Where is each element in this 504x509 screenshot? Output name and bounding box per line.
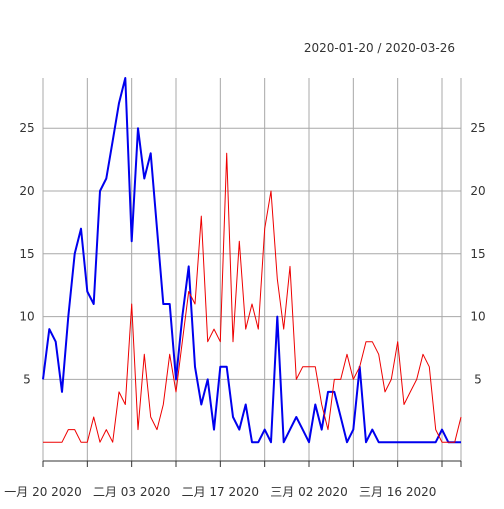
y-tick-label-left: 10 <box>19 310 34 324</box>
y-tick-label-right: 25 <box>470 121 485 135</box>
series <box>43 78 461 442</box>
y-tick-label-left: 20 <box>19 184 34 198</box>
y-tick-label-right: 10 <box>470 310 485 324</box>
y-tick-label-right: 20 <box>470 184 485 198</box>
series-line-blue <box>43 78 461 442</box>
x-tick-label: 二月 03 2020 <box>93 485 170 499</box>
x-tick-label: 一月 20 2020 <box>4 485 81 499</box>
series-line-red <box>43 153 461 442</box>
y-tick-label-left: 15 <box>19 247 34 261</box>
x-tick-label: 二月 17 2020 <box>182 485 259 499</box>
y-tick-label-right: 5 <box>474 372 482 386</box>
x-tick-label: 三月 16 2020 <box>359 485 436 499</box>
grid <box>43 78 461 461</box>
y-tick-label-left: 25 <box>19 121 34 135</box>
x-tick-label: 三月 02 2020 <box>270 485 347 499</box>
chart-title: 2020-01-20 / 2020-03-26 <box>304 41 455 55</box>
y-tick-label-right: 15 <box>470 247 485 261</box>
y-tick-label-left: 5 <box>23 372 31 386</box>
